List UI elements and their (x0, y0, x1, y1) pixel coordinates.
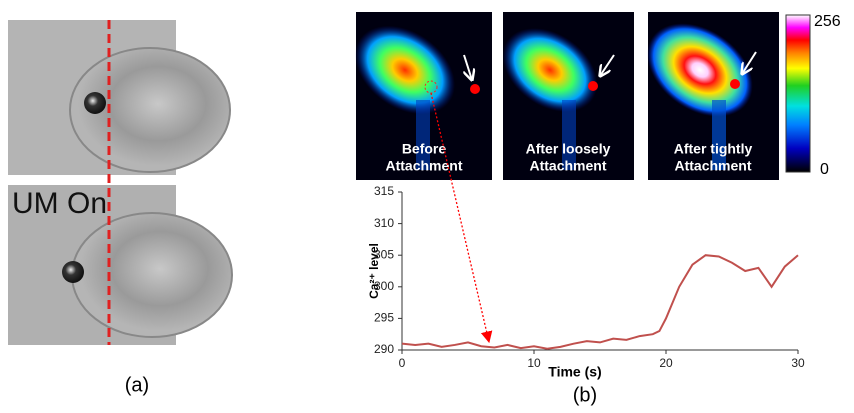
heatmap-2 (502, 12, 634, 180)
x-tick-label: 0 (399, 356, 406, 370)
panel-label: (a) (125, 374, 149, 396)
x-tick-label: 30 (791, 356, 805, 370)
y-tick-label: 295 (374, 311, 394, 325)
data-line (401, 254, 799, 350)
colorbar-min: 0 (820, 161, 829, 178)
colorbar-max: 256 (814, 13, 841, 30)
heatmap-1 (354, 12, 492, 180)
x-tick-label: 20 (659, 356, 673, 370)
colorbar (785, 14, 811, 173)
y-tick-label: 310 (374, 216, 394, 230)
image-caption: Attachment (385, 158, 462, 174)
panel-label: (b) (573, 384, 597, 406)
heatmap-3 (647, 12, 779, 180)
y-tick-label: 305 (374, 247, 394, 261)
y-axis-label: Ca²⁺ level (367, 243, 381, 299)
x-axis-label: Time (s) (548, 364, 601, 380)
image-caption: After tightly (674, 141, 753, 157)
link-arrow (430, 92, 493, 344)
image-caption: Attachment (674, 158, 751, 174)
overlay-text: UM On (12, 187, 107, 220)
image-caption: After loosely (526, 141, 611, 157)
x-tick-label: 10 (527, 356, 541, 370)
y-tick-label: 290 (374, 342, 394, 356)
y-tick-label: 300 (374, 279, 394, 293)
micrograph-bottom: UM On (8, 185, 233, 345)
image-caption: Attachment (529, 158, 606, 174)
image-caption: Before (402, 141, 447, 157)
y-tick-label: 315 (374, 184, 394, 198)
micrograph-top (8, 20, 231, 175)
